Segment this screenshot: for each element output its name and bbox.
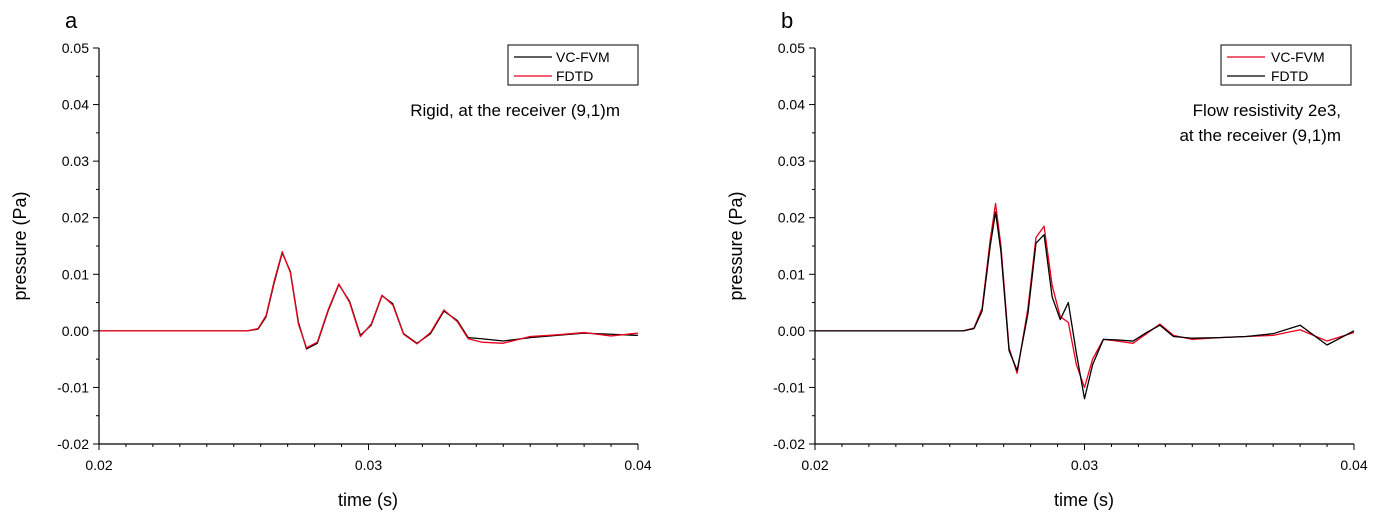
y-tick-label: -0.02 <box>773 436 805 452</box>
y-tick-label: 0.05 <box>62 40 89 56</box>
y-tick-label: 0.02 <box>778 210 805 226</box>
annotation-line-1: Rigid, at the receiver (9,1)m <box>410 101 620 120</box>
x-axis-label: time (s) <box>338 490 398 510</box>
series-line-2 <box>99 251 639 349</box>
x-tick-label: 0.03 <box>355 457 382 473</box>
legend: VC-FVM FDTD <box>1220 44 1352 86</box>
y-tick-label: 0.04 <box>62 97 89 113</box>
legend: VC-FVM FDTD <box>507 44 639 86</box>
y-tick-label: 0.02 <box>62 210 89 226</box>
chart-svg-b: b -0.02 -0.01 0.00 0.01 0.02 0.03 0.04 0.05 0.02… <box>726 8 1368 510</box>
x-tick-label: 0.04 <box>624 457 651 473</box>
chart-svg-a: a -0.02 -0.01 0.00 0.01 0.02 0.03 0.04 0.05 0.02… <box>10 8 652 510</box>
series-line-1 <box>815 202 1355 389</box>
panel-label: a <box>65 8 78 33</box>
y-tick-label: 0.05 <box>778 40 805 56</box>
y-tick-label: 0.01 <box>778 266 805 282</box>
plot-area: -0.02 -0.01 0.00 0.01 0.02 0.03 0.04 0.05 0.02 0.… <box>57 40 652 473</box>
chart-panel-b: b -0.02 -0.01 0.00 0.01 0.02 0.03 0.04 0.05 0.02… <box>691 0 1382 526</box>
x-tick-label: 0.04 <box>1340 457 1367 473</box>
y-tick-label: 0.00 <box>62 323 89 339</box>
plot-area: -0.02 -0.01 0.00 0.01 0.02 0.03 0.04 0.05 0.02 0.… <box>773 40 1368 473</box>
y-tick-label: -0.01 <box>773 379 805 395</box>
annotation-line-1: Flow resistivity 2e3, <box>1193 101 1341 120</box>
annotation-line-2: at the receiver (9,1)m <box>1179 126 1341 145</box>
y-tick-label: 0.04 <box>778 97 805 113</box>
y-tick-label: -0.01 <box>57 379 89 395</box>
legend-box <box>507 44 639 86</box>
series-line-2 <box>815 211 1355 400</box>
y-axis-label: pressure (Pa) <box>726 191 746 300</box>
x-tick-label: 0.02 <box>85 457 112 473</box>
y-tick-label: -0.02 <box>57 436 89 452</box>
y-tick-label: 0.00 <box>778 323 805 339</box>
legend-box <box>1220 44 1352 86</box>
legend-label-2: FDTD <box>1271 68 1308 84</box>
x-axis-label: time (s) <box>1054 490 1114 510</box>
panel-label: b <box>781 8 793 33</box>
y-tick-label: 0.01 <box>62 266 89 282</box>
y-tick-label: 0.03 <box>778 153 805 169</box>
legend-label-1: VC-FVM <box>1271 49 1325 65</box>
legend-label-2: FDTD <box>556 68 593 84</box>
x-tick-label: 0.02 <box>801 457 828 473</box>
legend-label-1: VC-FVM <box>556 49 610 65</box>
y-axis-label: pressure (Pa) <box>10 191 30 300</box>
y-tick-label: 0.03 <box>62 153 89 169</box>
chart-panel-a: a -0.02 -0.01 0.00 0.01 0.02 0.03 0.04 0.05 0.02… <box>10 8 652 510</box>
x-tick-label: 0.03 <box>1071 457 1098 473</box>
